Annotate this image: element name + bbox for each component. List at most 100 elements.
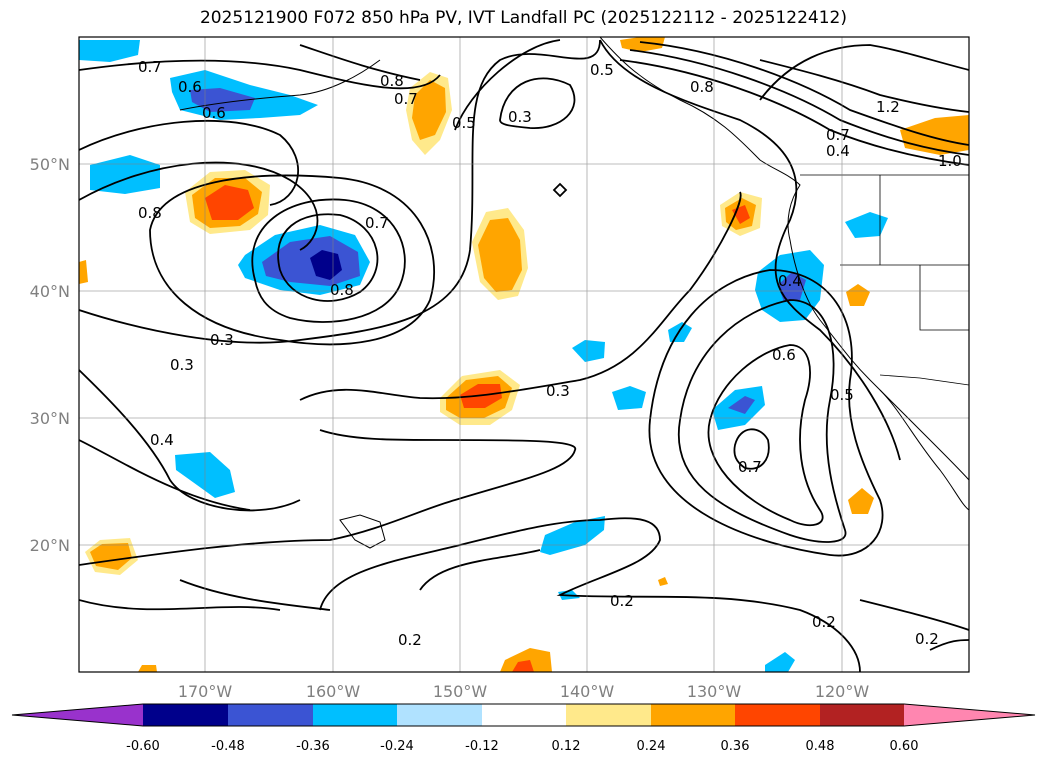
pv-neg-area-west xyxy=(90,155,160,194)
colorbar-tick-label: 0.60 xyxy=(890,739,919,754)
ivt-contours xyxy=(79,39,969,672)
colorbar-cell xyxy=(482,704,566,726)
pv-pos-area-central-core xyxy=(478,218,522,292)
colorbar-tick-label: -0.60 xyxy=(126,739,160,754)
pv-pos-area-small-f xyxy=(79,260,88,284)
pv-neg-area-aleutian-core xyxy=(190,88,255,112)
contour-07-loop xyxy=(733,428,770,470)
contour-04-west xyxy=(79,369,301,512)
contour-05-loop xyxy=(677,299,847,543)
contour-02-south xyxy=(79,429,576,566)
contour-label: 0.3 xyxy=(210,331,234,349)
colorbar-tick-label: 0.36 xyxy=(721,739,750,754)
contour-low-inner xyxy=(277,213,379,302)
contour-jet-3 xyxy=(639,41,969,146)
pv-pos-area-alaska xyxy=(620,37,665,52)
contour-label: 0.4 xyxy=(826,142,850,160)
colorbar-outline xyxy=(11,703,1036,727)
lat-tick-label: 30°N xyxy=(30,409,70,428)
pv-pos-area-small-d xyxy=(512,660,534,672)
lat-tick-label: 20°N xyxy=(30,536,70,555)
contour-label: 0.8 xyxy=(690,78,714,96)
contour-west-loop xyxy=(79,161,319,251)
contour-se-edge xyxy=(929,639,969,651)
contour-label: 0.2 xyxy=(610,592,634,610)
contour-jet-2 xyxy=(629,49,969,156)
borders xyxy=(800,174,969,386)
coast-aleutian xyxy=(179,59,381,111)
pv-neg-area-d-core xyxy=(728,396,755,414)
contour-label: 0.7 xyxy=(826,126,850,144)
contour-diamond xyxy=(552,182,568,198)
lon-tick-label: 120°W xyxy=(815,682,870,701)
contour-nw-top xyxy=(79,59,441,90)
pv-pos-area-se-core xyxy=(90,543,132,570)
colorbar-cell xyxy=(397,704,482,726)
contour-03-inner-loop xyxy=(499,77,576,129)
map-frame xyxy=(78,36,970,673)
colorbar-extend-left xyxy=(12,704,143,726)
colorbar-cell xyxy=(651,704,735,726)
contour-label: 0.4 xyxy=(150,431,174,449)
contour-06-loop xyxy=(707,344,824,527)
colorbar-cell xyxy=(820,704,904,726)
pv-pos-area-west-core xyxy=(205,185,254,220)
contour-label: 0.7 xyxy=(365,214,389,232)
contour-label: 0.3 xyxy=(546,382,570,400)
contour-label: 0.3 xyxy=(508,108,532,126)
pv-pos-area-small-a xyxy=(846,284,870,306)
border-us-mexico xyxy=(879,374,969,386)
contour-03-central xyxy=(299,191,742,401)
colorbar-tick-label: -0.36 xyxy=(296,739,330,754)
lon-tick-label: 130°W xyxy=(687,682,742,701)
contour-label: 1.0 xyxy=(938,152,962,170)
contour-label: 0.7 xyxy=(394,90,418,108)
pv-pos-area-small-b xyxy=(848,488,874,514)
colorbar-tick-label: 0.12 xyxy=(552,739,581,754)
colorbar-cell xyxy=(735,704,820,726)
pv-neg-area-bc xyxy=(845,212,888,238)
map-title: 2025121900 F072 850 hPa PV, IVT Landfall… xyxy=(199,8,847,28)
contour-label: 0.6 xyxy=(772,346,796,364)
contour-label: 0.5 xyxy=(590,61,614,79)
map-panel: 0.7 0.6 0.6 0.8 0.8 0.7 0.5 0.5 0.3 0.8 … xyxy=(78,36,970,673)
coastline xyxy=(179,37,969,549)
contour-label: 0.2 xyxy=(915,630,939,648)
lat-tick-label: 50°N xyxy=(30,155,70,174)
pv-neg-area-h xyxy=(765,652,795,672)
border-state-2 xyxy=(919,265,969,331)
colorbar-extend-right xyxy=(904,704,1035,726)
contour-labels: 0.7 0.6 0.6 0.8 0.8 0.7 0.5 0.5 0.3 0.8 … xyxy=(138,58,962,649)
contour-label: 0.5 xyxy=(830,386,854,404)
contour-sw-edge xyxy=(859,599,969,631)
contour-coast-outer xyxy=(599,39,901,461)
colorbar: -0.60 -0.48 -0.36 -0.24 -0.12 0.12 0.24 … xyxy=(11,703,1036,754)
contour-label: 0.8 xyxy=(330,281,354,299)
contour-03-west xyxy=(79,39,601,344)
coast-hawaii xyxy=(339,514,386,549)
pv-pos-area-gulf-core xyxy=(412,80,446,140)
lat-axis: 50°N 40°N 30°N 20°N xyxy=(30,155,70,555)
contour-02-sw-corner xyxy=(179,579,331,611)
contour-label: 0.8 xyxy=(138,204,162,222)
pv-neg-area-b xyxy=(612,386,646,410)
colorbar-tick-label: -0.24 xyxy=(380,739,414,754)
colorbar-cell xyxy=(566,704,651,726)
contour-05-gulf xyxy=(454,39,561,131)
contour-03-sw xyxy=(79,439,251,511)
lon-tick-label: 150°W xyxy=(433,682,488,701)
colorbar-tick-label: -0.12 xyxy=(465,739,499,754)
pv-neg-area-coast-core xyxy=(778,272,806,302)
lon-tick-label: 140°W xyxy=(560,682,615,701)
colorbar-cell xyxy=(228,704,313,726)
contour-label: 0.3 xyxy=(170,356,194,374)
contour-label: 0.2 xyxy=(398,631,422,649)
coast-alaska xyxy=(599,37,969,481)
colorbar-cell xyxy=(313,704,397,726)
colorbar-tick-label: 0.24 xyxy=(637,739,666,754)
pv-neg-area-c xyxy=(668,322,692,342)
gridlines xyxy=(79,37,969,672)
contour-label: 0.7 xyxy=(138,58,162,76)
pv-neg-area-low-core xyxy=(310,250,342,280)
